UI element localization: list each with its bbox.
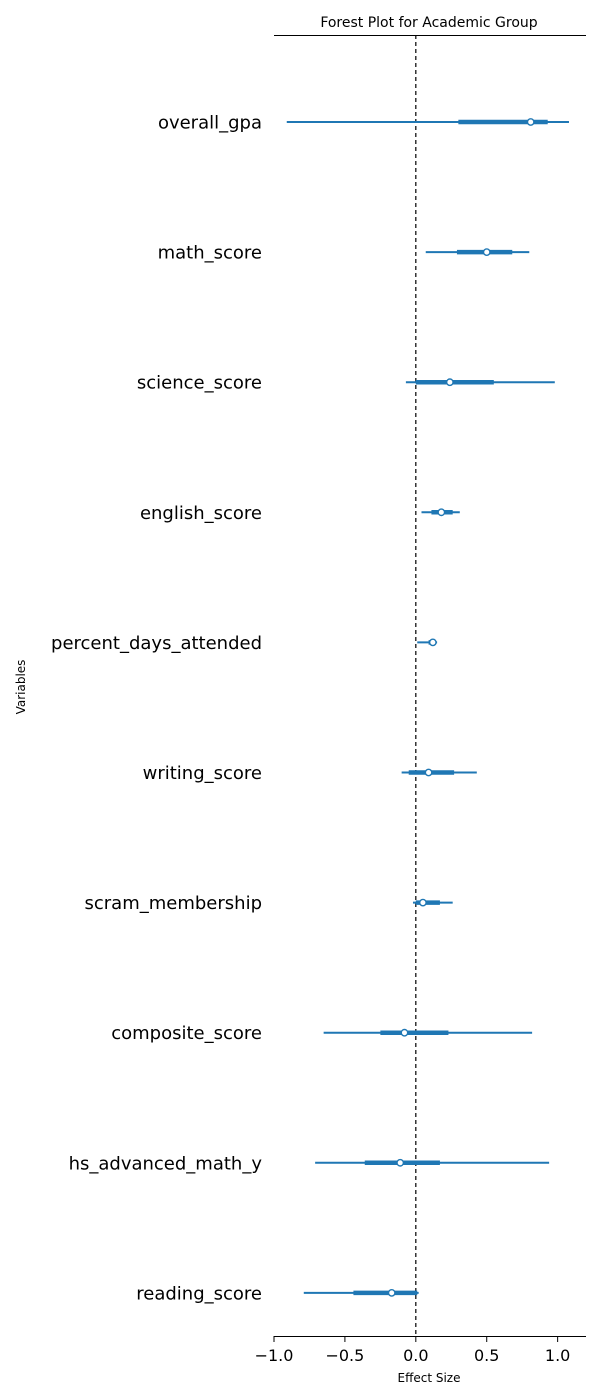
forest-row-math_score xyxy=(425,248,530,257)
x-tick-label: −0.5 xyxy=(325,1346,364,1365)
forest-row-reading_score xyxy=(303,1289,419,1297)
mean-point xyxy=(400,1028,409,1037)
mean-point xyxy=(428,638,437,647)
forest-row-overall_gpa xyxy=(286,118,569,126)
variable-label: science_score xyxy=(137,373,262,394)
variable-label: overall_gpa xyxy=(158,113,262,134)
variable-label: hs_advanced_math_y xyxy=(69,1153,263,1174)
forest-row-scram_membership xyxy=(412,898,453,907)
mean-point xyxy=(482,248,491,257)
mean-point xyxy=(396,1158,405,1167)
x-tick-label: 0.5 xyxy=(474,1346,499,1365)
variable-label: reading_score xyxy=(136,1283,262,1304)
variable-label: math_score xyxy=(158,243,262,264)
mean-point xyxy=(419,898,427,907)
mean-point xyxy=(445,378,454,387)
variable-label: percent_days_attended xyxy=(51,633,262,654)
mean-point xyxy=(526,118,535,126)
mean-point xyxy=(387,1289,396,1297)
x-tick-label: 0.0 xyxy=(403,1346,428,1365)
mean-point xyxy=(437,508,446,517)
forest-row-science_score xyxy=(405,378,555,387)
forest-row-percent_days_attended xyxy=(417,638,438,647)
variable-label: composite_score xyxy=(111,1023,262,1044)
y-axis-label: Variables xyxy=(14,660,28,715)
variable-label: scram_membership xyxy=(85,893,263,914)
x-axis-label: Effect Size xyxy=(398,1371,461,1385)
forest-row-writing_score xyxy=(401,768,477,777)
mean-point xyxy=(424,768,433,777)
variable-label: writing_score xyxy=(143,763,262,784)
chart-title: Forest Plot for Academic Group xyxy=(320,15,537,31)
forest-row-english_score xyxy=(421,508,460,517)
forest-row-composite_score xyxy=(323,1028,533,1037)
x-tick-label: 1.0 xyxy=(545,1346,570,1365)
forest-row-hs_advanced_math_y xyxy=(315,1158,550,1167)
x-tick-label: −1.0 xyxy=(255,1346,294,1365)
variable-label: english_score xyxy=(140,503,262,524)
